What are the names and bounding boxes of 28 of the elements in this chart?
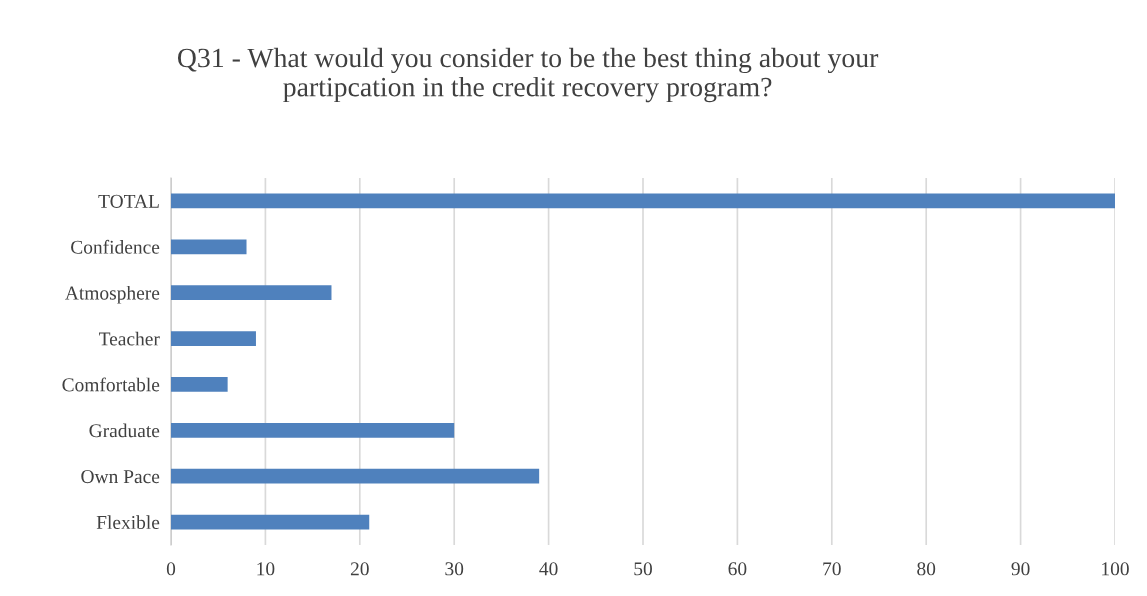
y-tick-label: Teacher [99, 331, 160, 346]
x-tick-label: 100 [1102, 562, 1129, 576]
x-tick-label: 60 [728, 562, 747, 576]
y-tick-label: Comfortable [62, 377, 160, 392]
x-tick-label: 90 [1011, 562, 1030, 576]
y-tick-label: Atmosphere [65, 285, 160, 304]
x-tick-label: 30 [445, 562, 464, 576]
x-tick-label: 10 [257, 562, 275, 576]
x-tick-label: 40 [539, 562, 558, 576]
chart-title: Q31 - What would you consider to be the best thing about your partipcation in the credit recovery program? [177, 47, 879, 103]
bar [171, 422, 455, 438]
x-tick-label: 0 [166, 562, 176, 576]
bar [171, 514, 370, 530]
x-tick-label: 20 [350, 562, 369, 576]
bar [171, 193, 1115, 209]
x-tick-label: 50 [634, 562, 652, 576]
bar [171, 239, 247, 255]
y-tick-label: Confidence [71, 239, 160, 254]
bar [171, 377, 228, 392]
y-tick-label: Graduate [89, 423, 160, 438]
y-tick-label: Own Pace [81, 470, 160, 484]
bar [171, 285, 332, 301]
bar [171, 468, 540, 484]
y-tick-label: Flexible [96, 515, 160, 529]
x-tick-label: 80 [917, 562, 936, 576]
x-tick-label: 70 [823, 562, 841, 576]
y-tick-label: TOTAL [98, 194, 159, 208]
bar [171, 331, 256, 346]
